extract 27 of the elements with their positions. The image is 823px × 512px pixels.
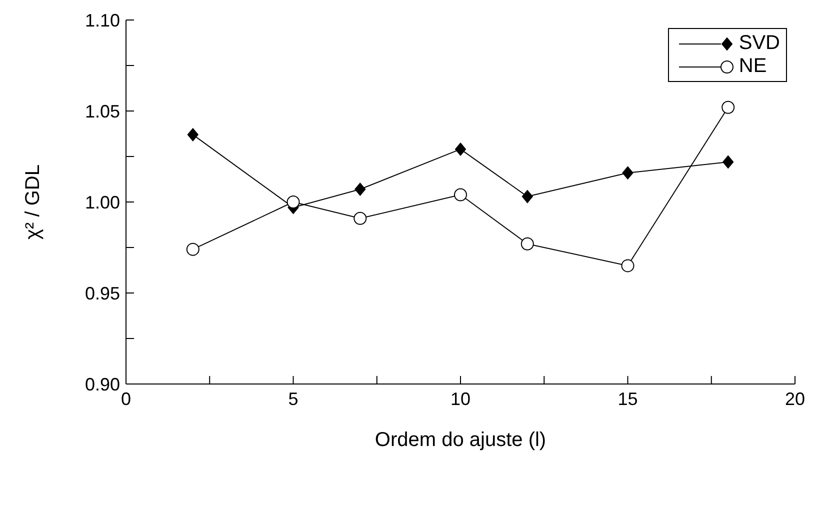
point — [286, 196, 300, 208]
x-tick-label: 10 — [450, 388, 471, 409]
point — [622, 166, 634, 180]
x-tick-label: 0 — [120, 388, 132, 409]
x-tick-label: 15 — [618, 388, 638, 409]
x-tick-label: 20 — [784, 388, 806, 409]
point — [520, 237, 534, 250]
y-tick-label: 1.00 — [84, 192, 120, 212]
y-tick-label: 0.90 — [84, 374, 120, 394]
x-axis-title: Ordem do ajuste (l) — [374, 429, 546, 451]
point — [354, 182, 366, 196]
y-tick-label: 1.10 — [84, 10, 120, 30]
point — [522, 190, 533, 204]
y-tick-label: 0.95 — [84, 283, 120, 304]
legend-label: SVD — [738, 32, 780, 55]
legend-label: NE — [738, 55, 767, 78]
point — [455, 142, 466, 156]
x-tick-label: 5 — [288, 388, 298, 409]
point — [621, 259, 634, 272]
y-tick-label: 1.05 — [84, 101, 120, 122]
point — [454, 188, 467, 202]
y-axis-title: χ² / GDL — [22, 164, 44, 240]
point — [187, 128, 198, 142]
point — [186, 242, 200, 256]
point — [722, 155, 734, 168]
point — [354, 212, 367, 225]
point — [722, 100, 735, 114]
